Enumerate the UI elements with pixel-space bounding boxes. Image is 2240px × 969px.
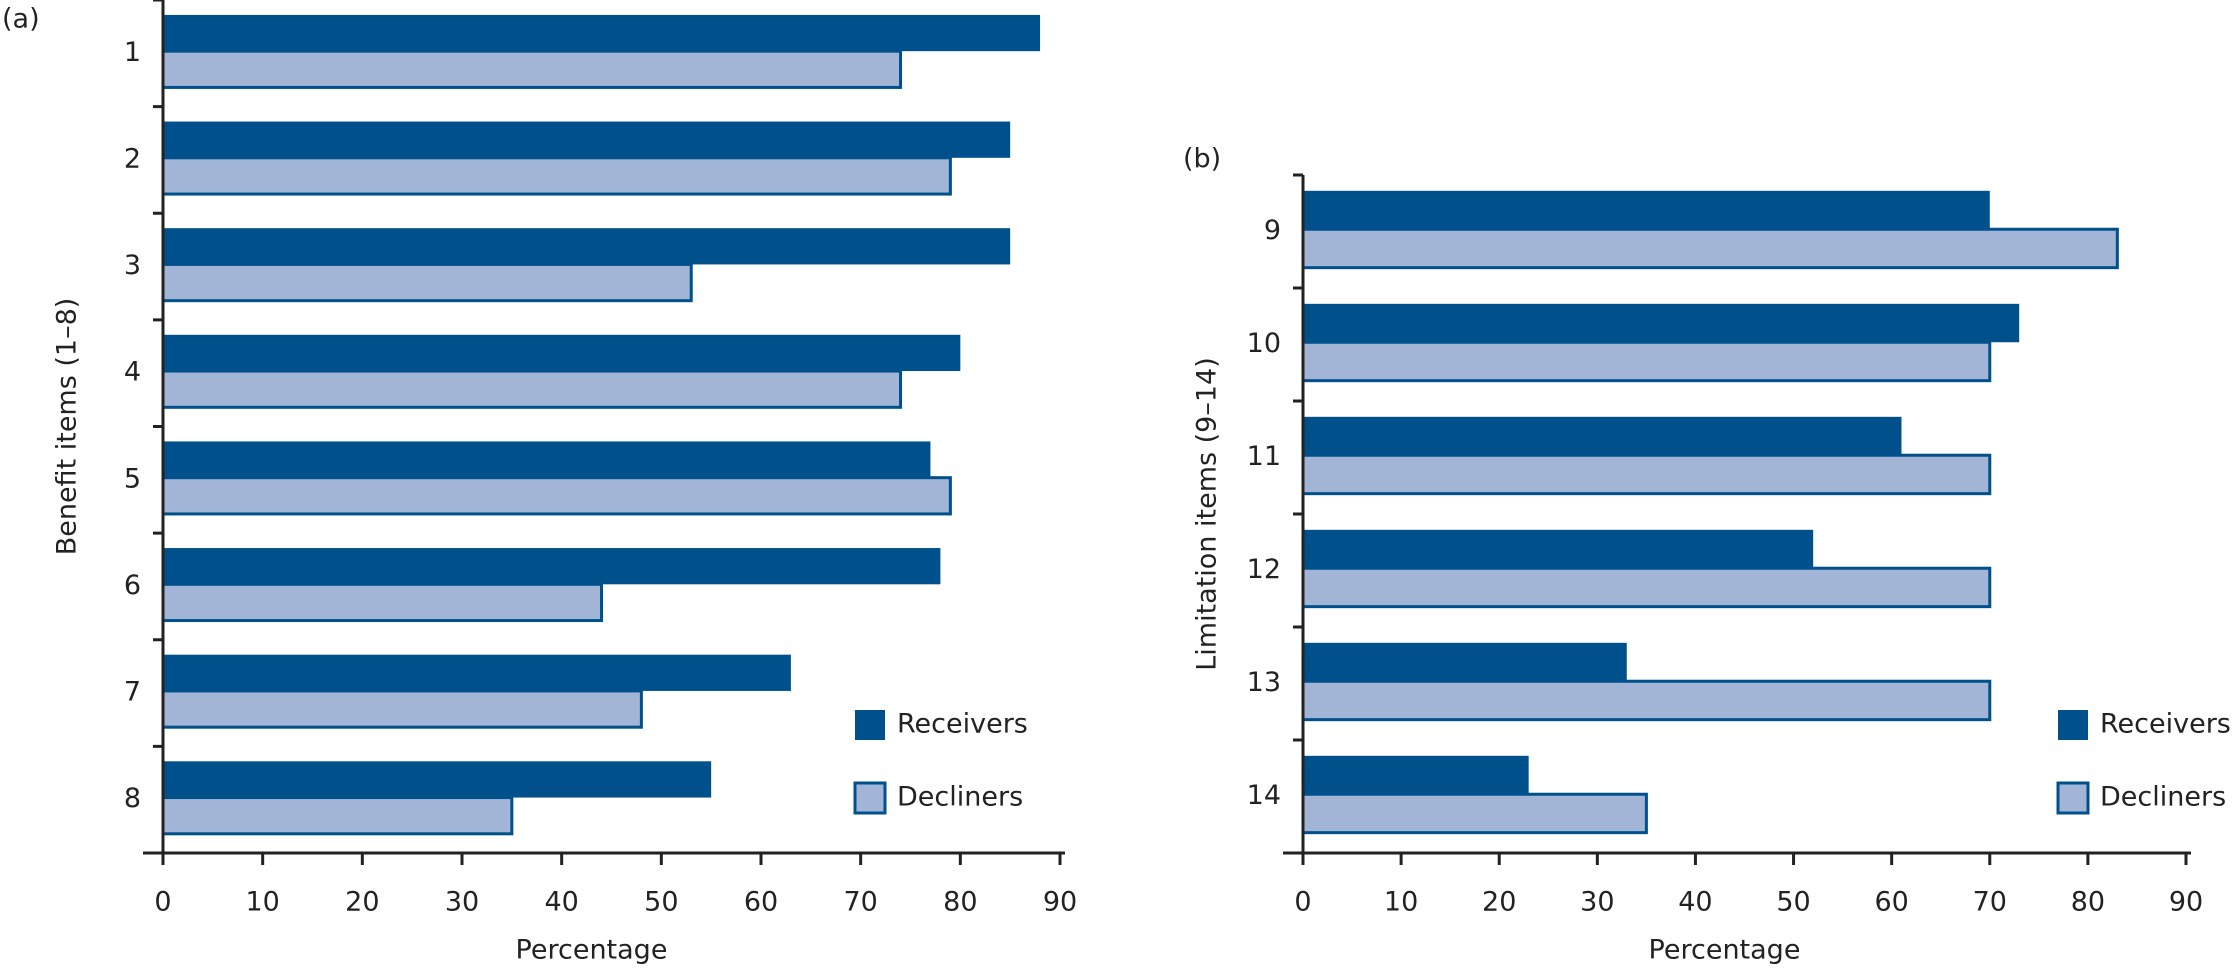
y-tick-label: 4	[124, 357, 141, 388]
y-tick-label: 6	[124, 570, 141, 601]
y-tick-label: 8	[124, 783, 141, 814]
bar	[1301, 792, 1648, 835]
x-tick-label: 60	[1874, 887, 1908, 918]
y-tick-label: 10	[1247, 328, 1281, 359]
bar	[161, 156, 952, 196]
x-tick-label: 40	[544, 887, 578, 918]
y-tick-label: 2	[124, 143, 141, 174]
y-axis-label: Limitation items (9–14)	[1192, 357, 1223, 671]
x-tick-label: 20	[1482, 887, 1516, 918]
x-tick-label: 0	[1294, 887, 1311, 918]
legend-swatch	[2056, 781, 2090, 815]
x-tick-label: 10	[245, 887, 279, 918]
x-tick-label: 0	[154, 887, 171, 918]
legend-label: Decliners	[897, 782, 1023, 813]
x-tick-label: 70	[843, 887, 877, 918]
x-tick-label: 30	[445, 887, 479, 918]
bar	[161, 582, 604, 623]
x-tick-label: 50	[644, 887, 678, 918]
x-axis-label: Percentage	[516, 935, 668, 966]
legend-label: Receivers	[897, 709, 1028, 740]
y-tick-label: 7	[124, 677, 141, 708]
bar	[161, 796, 514, 836]
y-tick-label: 11	[1247, 441, 1281, 472]
bar	[1301, 340, 1992, 383]
x-tick-label: 20	[345, 887, 379, 918]
y-tick-label: 12	[1247, 554, 1281, 585]
x-tick-label: 70	[1973, 887, 2007, 918]
bar	[163, 121, 1011, 158]
bar	[163, 654, 791, 691]
bar	[161, 369, 903, 409]
bar	[161, 262, 693, 303]
legend-swatch	[853, 781, 887, 815]
legend-swatch	[855, 710, 885, 740]
bar	[1303, 190, 1990, 230]
bar	[161, 476, 952, 516]
y-axis-label: Benefit items (1–8)	[52, 298, 83, 556]
y-tick-label: 1	[124, 37, 141, 68]
x-tick-label: 80	[943, 887, 977, 918]
bar	[163, 761, 712, 798]
y-tick-label: 9	[1264, 215, 1281, 246]
legend-swatch	[2058, 710, 2088, 740]
bar	[163, 14, 1041, 52]
bar	[163, 548, 941, 585]
y-tick-label: 13	[1247, 667, 1281, 698]
x-tick-label: 90	[2169, 887, 2203, 918]
legend-label: Receivers	[2100, 709, 2231, 740]
bar	[1303, 416, 1902, 456]
bar	[163, 228, 1011, 265]
x-tick-label: 90	[1043, 887, 1077, 918]
x-tick-label: 40	[1678, 887, 1712, 918]
x-axis-label: Percentage	[1649, 935, 1801, 966]
bar	[1303, 755, 1529, 795]
x-tick-label: 60	[744, 887, 778, 918]
bar	[1303, 529, 1814, 569]
x-tick-label: 10	[1384, 887, 1418, 918]
bar	[161, 49, 903, 89]
x-tick-label: 30	[1580, 887, 1614, 918]
panel-label: (b)	[1183, 144, 1221, 175]
bar	[161, 689, 643, 729]
bar	[1303, 303, 2020, 343]
legend-label: Decliners	[2100, 782, 2226, 813]
bar	[163, 334, 961, 372]
x-tick-label: 80	[2071, 887, 2105, 918]
bar	[1303, 642, 1627, 682]
panel-label: (a)	[2, 4, 40, 35]
bar	[163, 441, 931, 478]
bar	[1301, 453, 1992, 496]
bar	[1301, 227, 2119, 270]
bar	[1301, 566, 1992, 609]
x-tick-label: 50	[1776, 887, 1810, 918]
y-tick-label: 5	[124, 463, 141, 494]
y-tick-label: 3	[124, 250, 141, 281]
bar	[1301, 679, 1992, 722]
y-tick-label: 14	[1247, 780, 1281, 811]
